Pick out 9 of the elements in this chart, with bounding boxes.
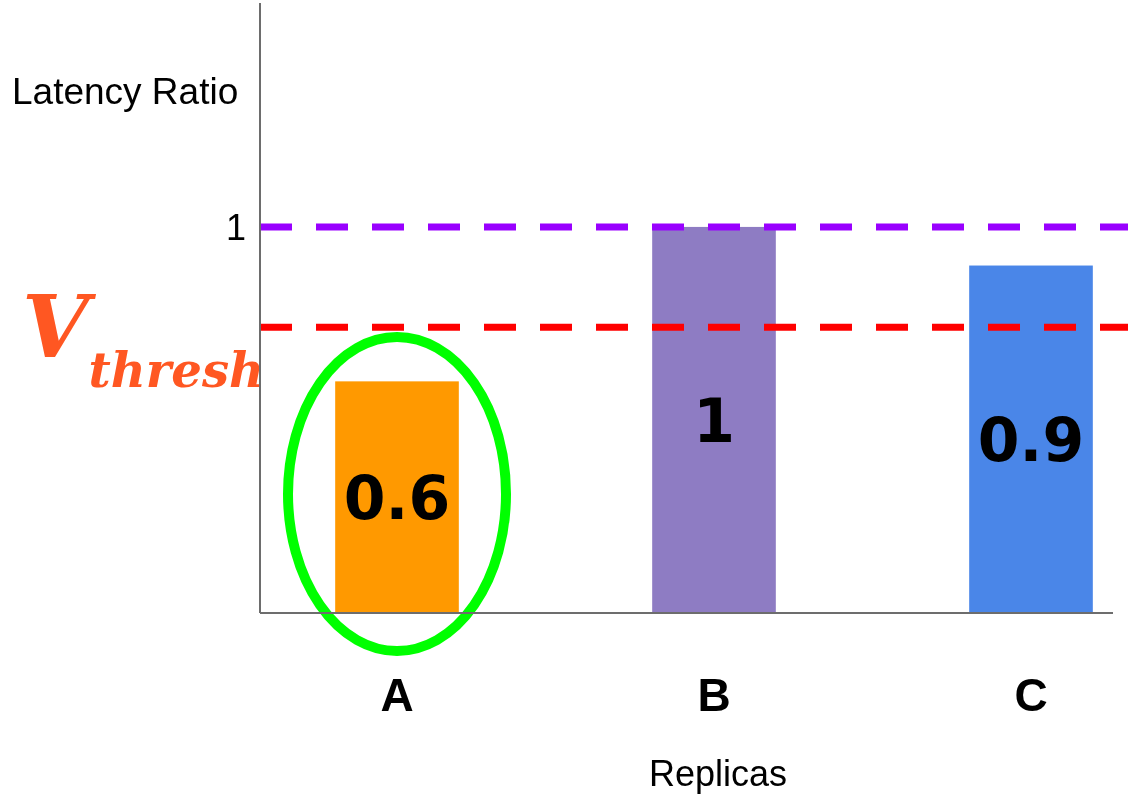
data-label: 0.9	[977, 405, 1085, 476]
data-label: 1	[693, 385, 735, 456]
data-label: 0.6	[343, 463, 451, 534]
x-tick-label: C	[1014, 669, 1048, 721]
ref-line-label: V$_{thresh}$	[21, 276, 264, 399]
y-axis-title: Latency Ratio	[12, 71, 239, 112]
x-tick-label: B	[697, 669, 731, 721]
x-axis-title: Replicas	[648, 753, 788, 794]
x-tick-label: A	[380, 669, 414, 721]
